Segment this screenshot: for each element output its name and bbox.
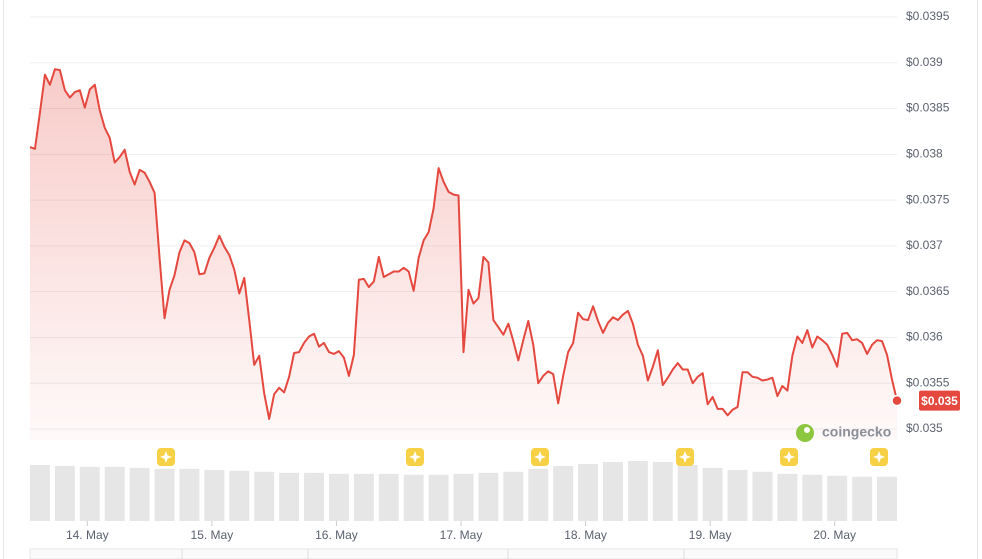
volume-bar <box>304 472 324 521</box>
volume-bar <box>254 471 275 521</box>
volume-bar <box>802 474 823 521</box>
x-tick-label: 18. May <box>564 528 607 542</box>
volume-bar <box>129 467 150 521</box>
x-tick-label: 20. May <box>813 528 856 542</box>
volume-bar <box>777 473 798 521</box>
volume-bar <box>627 461 648 521</box>
event-marker-star <box>409 451 421 463</box>
volume-bar <box>852 476 873 521</box>
y-tick-label: $0.036 <box>906 330 943 344</box>
volume-bar <box>478 472 499 521</box>
y-tick-label: $0.0355 <box>906 375 950 389</box>
event-marker-star <box>534 451 546 463</box>
event-marker-star <box>160 451 172 463</box>
x-tick-label: 15. May <box>191 528 234 542</box>
event-marker-star <box>783 451 795 463</box>
volume-bar <box>752 471 773 521</box>
volume-bar <box>154 468 175 521</box>
volume-bar <box>827 475 848 521</box>
y-tick-label: $0.037 <box>906 238 943 252</box>
watermark-logo-eye <box>804 427 810 433</box>
volume-bar <box>503 471 524 521</box>
volume-bar <box>652 461 673 521</box>
y-tick-label: $0.0365 <box>906 284 950 298</box>
navigator-track <box>29 548 898 559</box>
event-marker[interactable] <box>676 448 694 466</box>
volume-bar <box>279 472 300 521</box>
watermark-logo <box>796 424 814 442</box>
volume-bar <box>453 473 474 521</box>
event-marker[interactable] <box>531 448 549 466</box>
event-marker[interactable] <box>157 448 175 466</box>
volume-bar <box>353 473 374 521</box>
volume-bar <box>877 476 897 521</box>
event-marker-star <box>873 451 885 463</box>
navigator <box>29 548 898 559</box>
volume-bar <box>104 466 125 521</box>
volume-bar <box>328 473 349 521</box>
event-marker[interactable] <box>780 448 798 466</box>
volume-bar <box>702 467 723 521</box>
volume-bar <box>79 466 100 521</box>
event-marker[interactable] <box>406 448 424 466</box>
watermark: coingecko <box>796 424 891 442</box>
volume-bar <box>553 465 574 521</box>
volume-bar <box>204 469 225 521</box>
last-price-label: $0.035 <box>921 394 958 408</box>
x-tick-label: 14. May <box>66 528 109 542</box>
volume-bar <box>179 468 200 521</box>
x-tick-label: 19. May <box>689 528 732 542</box>
last-point <box>891 394 903 407</box>
volume-bar <box>378 473 399 521</box>
volume-bar <box>229 470 250 521</box>
price-area <box>30 69 897 440</box>
y-tick-label: $0.0385 <box>906 101 950 115</box>
x-tick-label: 16. May <box>315 528 358 542</box>
y-tick-label: $0.0395 <box>906 9 950 23</box>
event-marker-star <box>679 451 691 463</box>
volume-bar <box>603 461 623 521</box>
volume-bar <box>727 469 748 521</box>
y-tick-label: $0.035 <box>906 421 943 435</box>
y-tick-label: $0.038 <box>906 147 943 161</box>
watermark-text: coingecko <box>822 424 891 440</box>
volume-bar <box>30 464 50 521</box>
volume-bar <box>578 463 599 521</box>
price-line <box>29 68 898 420</box>
y-tick-label: $0.039 <box>906 55 943 69</box>
volume-bar <box>54 465 75 521</box>
y-tick-label: $0.0375 <box>906 192 950 206</box>
volume-bar <box>428 474 449 521</box>
event-marker[interactable] <box>870 448 888 466</box>
volume-bar <box>528 468 549 521</box>
x-tick-label: 17. May <box>440 528 483 542</box>
volume-bar <box>403 474 424 521</box>
last-price-badge <box>919 390 960 411</box>
volume-bar <box>677 464 698 521</box>
